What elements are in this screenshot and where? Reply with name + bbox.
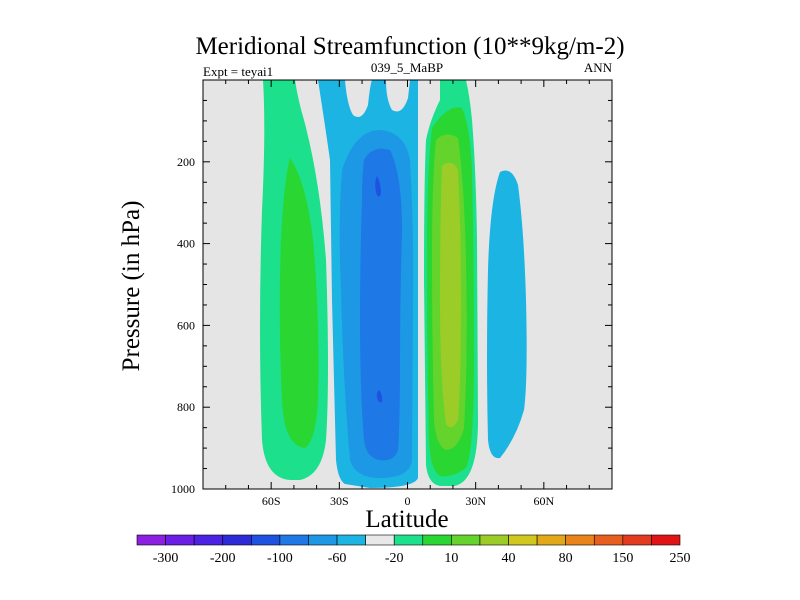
y-tick-label: 800 <box>177 400 195 414</box>
y-axis-label: Pressure (in hPa) <box>118 201 145 372</box>
colorbar-swatch <box>508 534 538 546</box>
x-tick-label: 30N <box>465 494 486 508</box>
colorbar-swatch <box>593 534 624 546</box>
colorbar-label: 250 <box>670 551 691 566</box>
y-tick-label: 200 <box>177 155 195 169</box>
colorbar-swatch <box>479 534 509 546</box>
experiment-label: Expt = teyai1 <box>203 64 273 79</box>
contour-nh-hadley-80b <box>440 162 461 428</box>
colorbar-label: -100 <box>267 551 293 566</box>
x-tick-label: 60N <box>533 494 554 508</box>
colorbar: -300 -200 -100 -60 -20 10 40 80 150 250 <box>136 534 691 566</box>
y-tick-label: 600 <box>177 318 195 332</box>
colorbar-swatch <box>393 534 424 546</box>
contour-sh-outer-40 <box>279 158 319 448</box>
colorbar-swatch <box>565 534 595 546</box>
colorbar-label: 150 <box>612 551 633 566</box>
colorbar-label: -60 <box>328 551 347 566</box>
contour-nh-ferrel-minus20 <box>487 170 527 459</box>
colorbar-swatch <box>308 534 338 546</box>
colorbar-label: 10 <box>444 551 458 566</box>
season-label: ANN <box>584 60 613 75</box>
colorbar-label: -300 <box>153 551 179 566</box>
x-tick-label: 0 <box>405 494 411 508</box>
colorbar-label: 40 <box>502 551 516 566</box>
period-label: 039_5_MaBP <box>371 60 443 75</box>
colorbar-label: 80 <box>559 551 573 566</box>
contour-sh-hadley-minus100b <box>375 176 381 197</box>
colorbar-swatch <box>651 534 681 546</box>
axis-ticks: 60S 30S 0 30N 60N 200 400 600 800 1000 <box>171 80 612 508</box>
colorbar-label: -20 <box>385 551 404 566</box>
y-tick-label: 400 <box>177 237 195 251</box>
colorbar-swatch <box>165 534 195 546</box>
x-tick-label: 30S <box>330 494 349 508</box>
colorbar-swatch <box>451 534 481 546</box>
colorbar-swatch <box>136 534 166 546</box>
colorbar-swatch <box>536 534 566 546</box>
colorbar-swatch <box>365 534 395 546</box>
contour-sh-hadley-minus100c <box>376 390 383 403</box>
colorbar-swatch <box>222 534 252 546</box>
colorbar-swatch <box>279 534 309 546</box>
colorbar-swatch <box>336 534 366 546</box>
colorbar-swatch <box>251 534 281 546</box>
contour-fields <box>260 80 527 488</box>
x-axis-label: Latitude <box>365 506 448 533</box>
y-tick-label: 1000 <box>171 482 195 496</box>
colorbar-swatch <box>193 534 224 546</box>
chart-title: Meridional Streamfunction (10**9kg/m-2) <box>195 33 624 60</box>
colorbar-label: -200 <box>210 551 236 566</box>
colorbar-swatch <box>422 534 452 546</box>
x-tick-label: 60S <box>262 494 281 508</box>
colorbar-swatch <box>622 534 652 546</box>
contour-sh-hadley-minus100a <box>360 148 402 461</box>
